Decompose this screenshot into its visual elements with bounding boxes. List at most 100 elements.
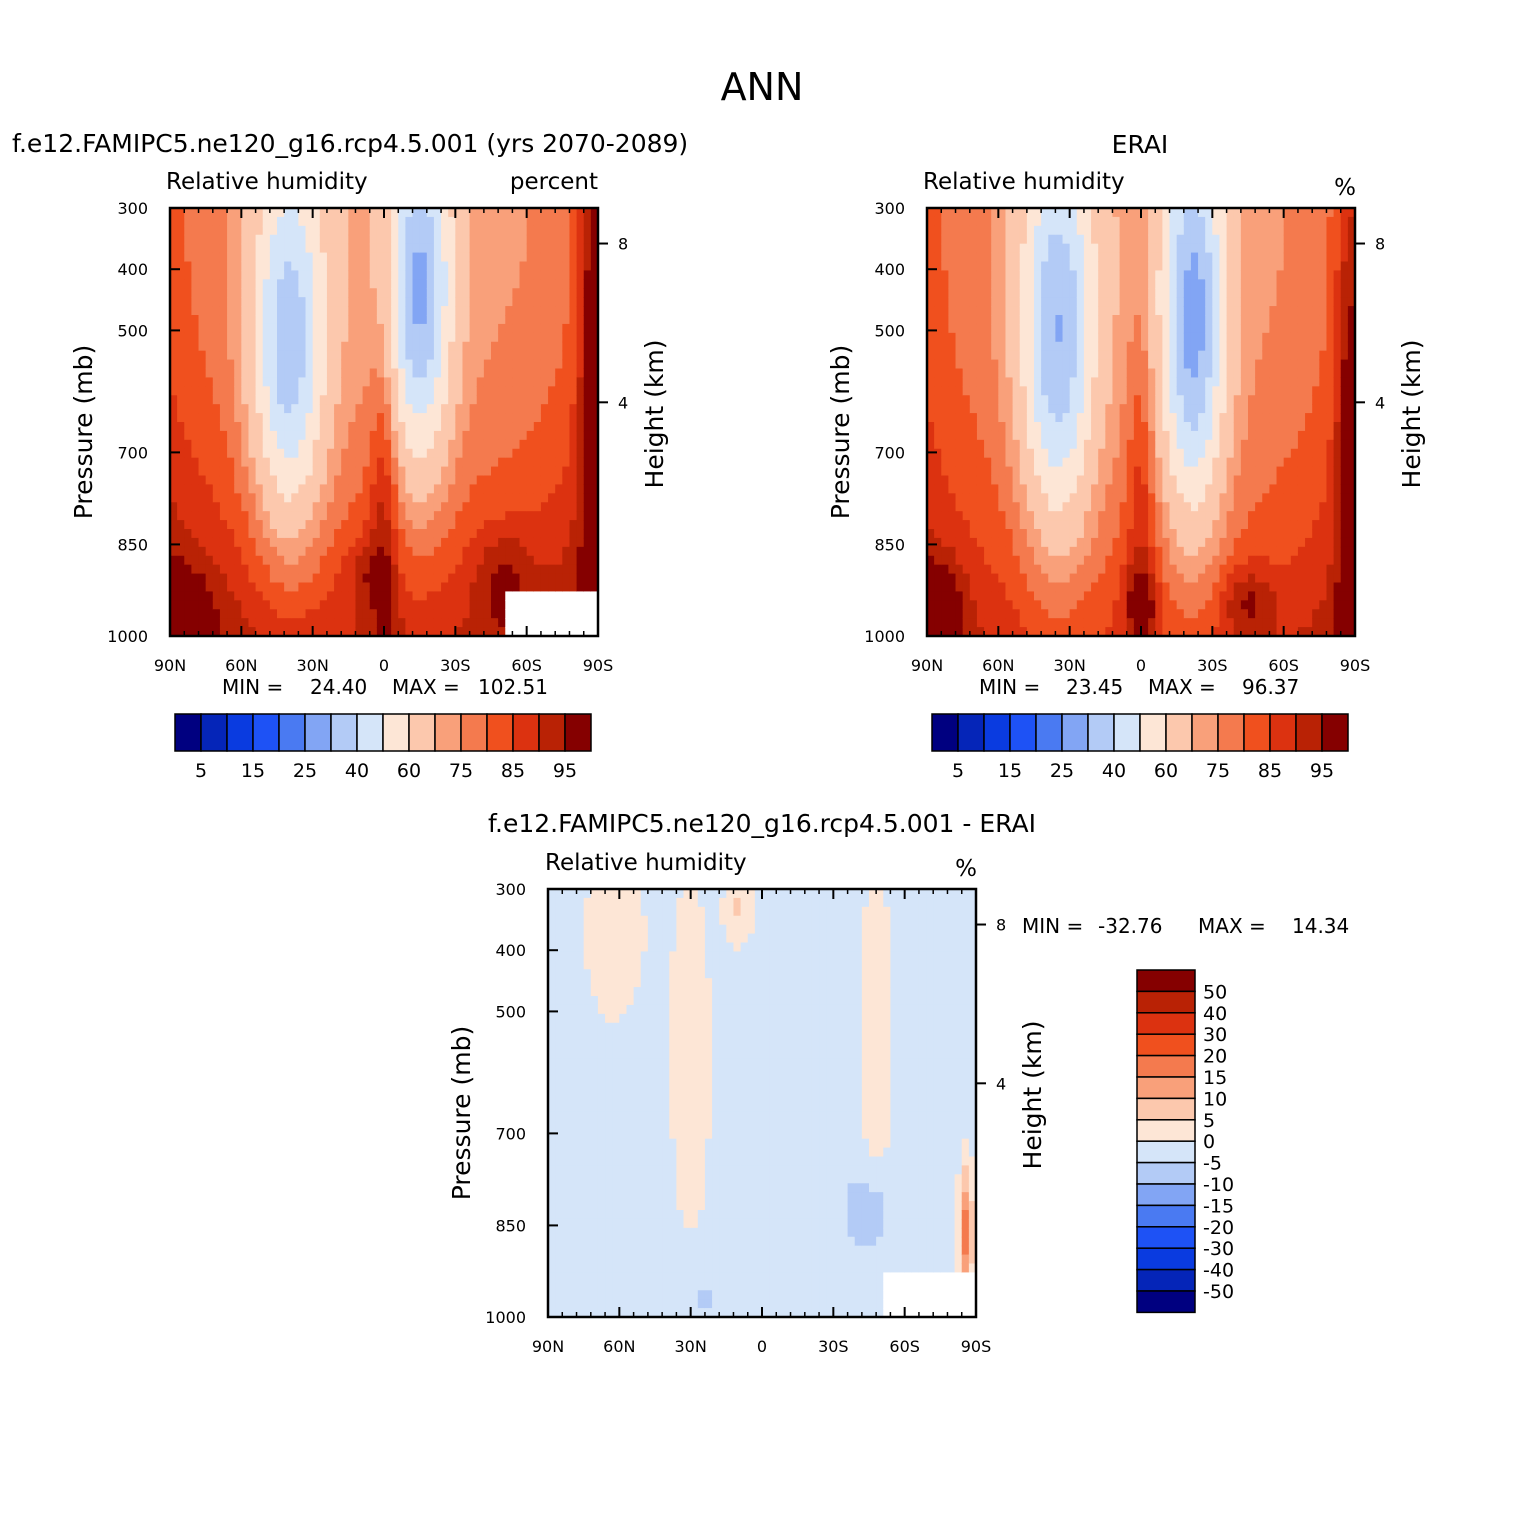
contour-cell <box>405 555 414 566</box>
contour-cell <box>1062 422 1071 432</box>
contour-cell <box>955 502 964 512</box>
contour-cell <box>962 484 971 494</box>
contour-cell <box>419 404 428 414</box>
contour-cell <box>1091 439 1099 450</box>
contour-cell <box>177 323 185 334</box>
contour-cell <box>341 475 349 486</box>
contour-cell <box>469 404 478 414</box>
contour-cell <box>455 359 464 370</box>
contour-cell <box>962 332 971 343</box>
contour-cell <box>576 529 585 539</box>
contour-cell <box>512 475 521 486</box>
contour-cell <box>505 368 513 379</box>
contour-cell <box>177 627 185 636</box>
contour-cell <box>540 332 549 343</box>
contour-cell <box>334 422 342 432</box>
contour-cell <box>227 618 235 628</box>
contour-cell <box>962 386 971 396</box>
contour-cell <box>976 422 985 432</box>
contour-cell <box>334 243 342 254</box>
contour-cell <box>412 493 421 503</box>
contour-cell <box>1055 279 1064 289</box>
contour-cell <box>1198 306 1206 316</box>
contour-cell <box>348 573 357 584</box>
contour-cell <box>412 315 421 325</box>
contour-cell <box>1083 537 1092 548</box>
contour-cell <box>1198 537 1206 548</box>
contour-cell <box>1069 457 1078 468</box>
contour-cell <box>198 234 207 245</box>
contour-cell <box>284 359 292 370</box>
contour-cell <box>177 315 185 325</box>
contour-cell <box>462 529 471 539</box>
contour-cell <box>1034 609 1042 619</box>
contour-cell <box>1112 359 1121 370</box>
contour-cell <box>1019 413 1028 423</box>
contour-cell <box>184 359 192 370</box>
contour-cell <box>934 573 942 584</box>
contour-cell <box>1155 564 1163 575</box>
contour-cell <box>341 529 349 539</box>
contour-cell <box>212 618 221 628</box>
contour-cell <box>1155 377 1163 387</box>
contour-cell <box>1133 297 1142 307</box>
contour-cell <box>184 341 192 352</box>
contour-cell <box>1105 279 1114 289</box>
contour-cell <box>312 555 321 566</box>
contour-cell <box>1048 439 1056 450</box>
contour-cell <box>1112 208 1121 218</box>
contour-cell <box>1119 386 1128 396</box>
contour-cell <box>305 484 314 494</box>
contour-cell <box>262 422 271 432</box>
contour-cell <box>1162 270 1171 280</box>
contour-cell <box>583 395 592 405</box>
contour-cell <box>398 261 406 272</box>
contour-cell <box>1091 252 1099 263</box>
contour-cell <box>976 208 985 218</box>
contour-cell <box>1141 591 1149 601</box>
contour-cell <box>234 618 242 628</box>
contour-cell <box>277 493 285 503</box>
contour-cell <box>305 359 314 370</box>
contour-cell <box>1119 529 1128 539</box>
contour-cell <box>291 297 299 307</box>
contour-cell <box>1055 377 1064 387</box>
contour-cell <box>227 573 235 584</box>
contour-cell <box>562 404 571 414</box>
contour-cell <box>962 511 971 521</box>
contour-cell <box>170 529 178 539</box>
contour-cell <box>1205 279 1213 289</box>
contour-cell <box>1048 359 1056 370</box>
contour-cell <box>241 413 250 423</box>
contour-cell <box>1183 261 1192 272</box>
contour-cell <box>562 520 571 530</box>
contour-cell <box>1169 252 1178 263</box>
contour-cell <box>1162 520 1171 530</box>
contour-cell <box>1119 261 1128 272</box>
contour-cell <box>934 502 942 512</box>
contour-cell <box>1048 225 1056 236</box>
contour-cell <box>384 609 392 619</box>
contour-cell <box>533 279 542 289</box>
contour-cell <box>1155 484 1163 494</box>
contour-cell <box>1091 208 1099 218</box>
contour-cell <box>462 493 471 503</box>
contour-cell <box>555 511 563 521</box>
contour-cell <box>955 520 964 530</box>
contour-cell <box>976 618 985 628</box>
contour-cell <box>1190 493 1199 503</box>
contour-cell <box>205 279 214 289</box>
contour-cell <box>1062 484 1071 494</box>
contour-cell <box>483 359 492 370</box>
contour-cell <box>512 529 521 539</box>
contour-cell <box>334 386 342 396</box>
contour-cell <box>205 413 214 423</box>
contour-cell <box>1183 582 1192 593</box>
contour-cell <box>1026 315 1035 325</box>
contour-cell <box>269 466 278 477</box>
contour-cell <box>319 332 328 343</box>
contour-cell <box>212 493 221 503</box>
contour-cell <box>498 555 506 566</box>
contour-cell <box>227 422 235 432</box>
contour-cell <box>1198 618 1206 628</box>
